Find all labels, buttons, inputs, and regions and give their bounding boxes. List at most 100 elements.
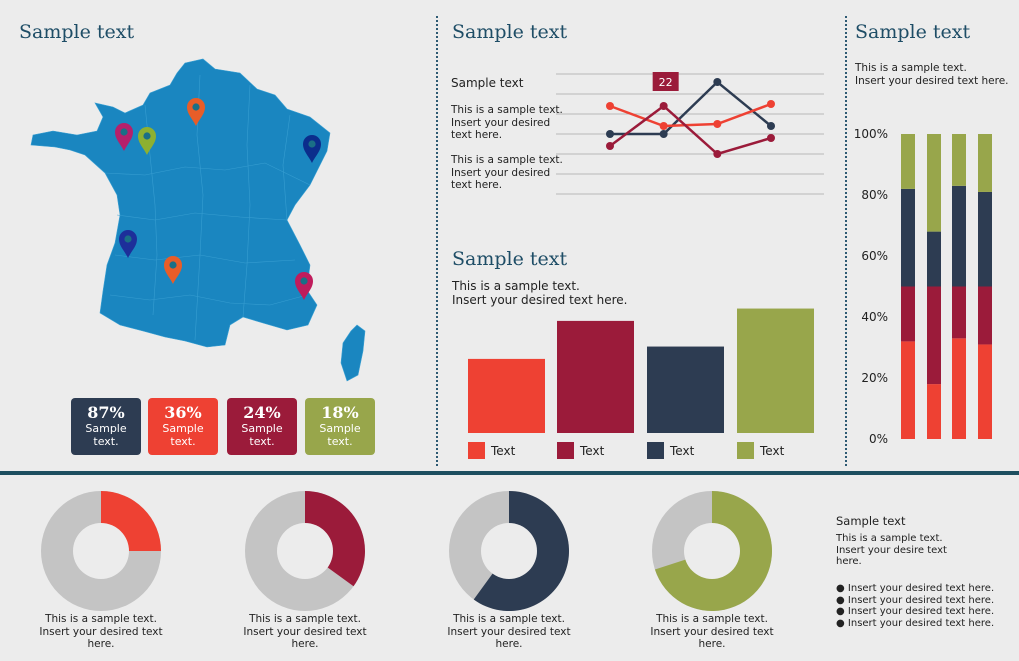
text-line: text here. bbox=[451, 129, 503, 141]
text-line: This is a sample text. bbox=[451, 104, 563, 116]
y-tick-label: 20% bbox=[861, 371, 888, 385]
text-line: This is a sample text. bbox=[45, 613, 157, 625]
line-section-text-2: This is a sample text. Insert your desir… bbox=[451, 154, 563, 192]
y-tick-label: 60% bbox=[861, 249, 888, 263]
map-pin-icon bbox=[138, 127, 156, 155]
badge-label: Sample bbox=[85, 422, 127, 435]
stack-segment bbox=[927, 286, 941, 385]
bullet-text: Insert your desired text here. bbox=[847, 617, 995, 629]
badge-stat-1: 87% Sample text. bbox=[71, 398, 141, 455]
bullet-item: ● Insert your desired text here. bbox=[836, 617, 995, 629]
line-point bbox=[713, 150, 722, 158]
callout-label: 22 bbox=[659, 76, 673, 89]
badge-percent: 36% bbox=[164, 403, 202, 422]
callout-box bbox=[652, 72, 679, 91]
stack-segment bbox=[901, 286, 915, 342]
text-line: This is a sample text. bbox=[452, 279, 580, 293]
bullet-item: ● Insert your desired text here. bbox=[836, 583, 995, 594]
divider-left bbox=[436, 16, 438, 466]
line-point bbox=[659, 102, 668, 110]
badge-stat-3: 24% Sample text. bbox=[227, 398, 297, 455]
stack-segment bbox=[978, 344, 992, 439]
pin-body bbox=[187, 98, 205, 126]
side-bullets: ● Insert your desired text here. ● Inser… bbox=[836, 583, 994, 629]
pin-dot bbox=[143, 132, 151, 140]
stack-segment bbox=[952, 185, 966, 287]
stack-segment bbox=[952, 134, 966, 186]
pin-dot bbox=[300, 277, 308, 285]
corsica bbox=[340, 324, 366, 382]
text-line: Insert your desired text bbox=[39, 625, 163, 638]
stack-segment bbox=[952, 286, 966, 339]
line-point bbox=[659, 130, 668, 138]
badge-label: text. bbox=[93, 435, 119, 448]
text-line: This is a sample text. bbox=[453, 613, 565, 625]
bar-chart: Text Text Text Text bbox=[468, 308, 814, 459]
text-line: This is a sample text. bbox=[836, 533, 943, 544]
legend-swatch bbox=[468, 442, 485, 459]
stack-segment bbox=[978, 134, 992, 192]
text-line: This is a sample text. bbox=[656, 613, 768, 625]
pin-body bbox=[119, 230, 137, 258]
bar bbox=[737, 308, 814, 433]
line-series bbox=[610, 80, 772, 136]
legend-label: Text bbox=[759, 444, 785, 458]
bar-section-desc: This is a sample text. Insert your desir… bbox=[452, 279, 627, 307]
legend-swatch bbox=[647, 442, 664, 459]
map-pin-icon bbox=[187, 98, 205, 126]
text-line: This is a sample text. bbox=[855, 62, 967, 74]
stack-section-desc: This is a sample text. Insert your desir… bbox=[855, 62, 1009, 88]
stack-segment bbox=[978, 286, 992, 345]
badge-label: text. bbox=[327, 435, 353, 448]
bullet-text: Insert your desired text here. bbox=[847, 583, 995, 594]
pin-dot bbox=[169, 261, 177, 269]
pin-body bbox=[115, 123, 133, 151]
map-pin-icon bbox=[295, 272, 313, 300]
line-point bbox=[606, 142, 614, 150]
horizontal-divider bbox=[0, 471, 1019, 475]
badge-label: Sample bbox=[162, 422, 204, 435]
line-point bbox=[659, 122, 668, 130]
stack-segment bbox=[952, 338, 966, 439]
donut-hole bbox=[73, 523, 129, 579]
donut-caption-1: This is a sample text. Insert your desir… bbox=[16, 613, 186, 651]
badge-percent: 87% bbox=[87, 403, 125, 422]
pin-body bbox=[138, 127, 156, 155]
stack-segment bbox=[901, 341, 915, 439]
mainland-france bbox=[30, 58, 331, 348]
map-pin-icon bbox=[119, 230, 137, 258]
text-line: here. bbox=[495, 638, 523, 650]
map-pin-icon bbox=[303, 135, 321, 163]
line-point bbox=[713, 120, 722, 128]
pin-dot bbox=[308, 140, 316, 148]
text-line: Insert your desired text bbox=[650, 625, 774, 638]
pin-dot bbox=[124, 235, 132, 243]
line-series bbox=[609, 102, 772, 128]
badge-percent: 24% bbox=[243, 403, 281, 422]
donut-hole bbox=[481, 523, 537, 579]
text-line: Insert your desired text here. bbox=[452, 293, 628, 307]
stack-section-title: Sample text bbox=[855, 21, 971, 43]
pin-dot bbox=[120, 128, 128, 136]
bar bbox=[468, 358, 545, 433]
stack-segment bbox=[978, 191, 992, 287]
donut-charts bbox=[41, 491, 772, 611]
legend-label: Text bbox=[490, 444, 516, 458]
line-point bbox=[606, 102, 614, 110]
line-series bbox=[609, 104, 772, 156]
legend-swatch bbox=[557, 442, 574, 459]
divider-right bbox=[845, 16, 847, 466]
badge-label: text. bbox=[170, 435, 196, 448]
donut-caption-3: This is a sample text. Insert your desir… bbox=[424, 613, 594, 651]
line-point bbox=[767, 122, 775, 130]
text-line: here. bbox=[291, 638, 319, 650]
stack-segment bbox=[927, 231, 941, 287]
badge-label: text. bbox=[249, 435, 275, 448]
donut-segment bbox=[305, 491, 366, 587]
bullet-text: Insert your desired text here. bbox=[847, 606, 995, 617]
donut-hole bbox=[684, 523, 740, 579]
text-line: here. bbox=[836, 556, 862, 567]
bullet-item: ● Insert your desired text here. bbox=[836, 594, 995, 606]
donut-hole bbox=[277, 523, 333, 579]
text-line: Insert your desired text bbox=[447, 625, 571, 638]
